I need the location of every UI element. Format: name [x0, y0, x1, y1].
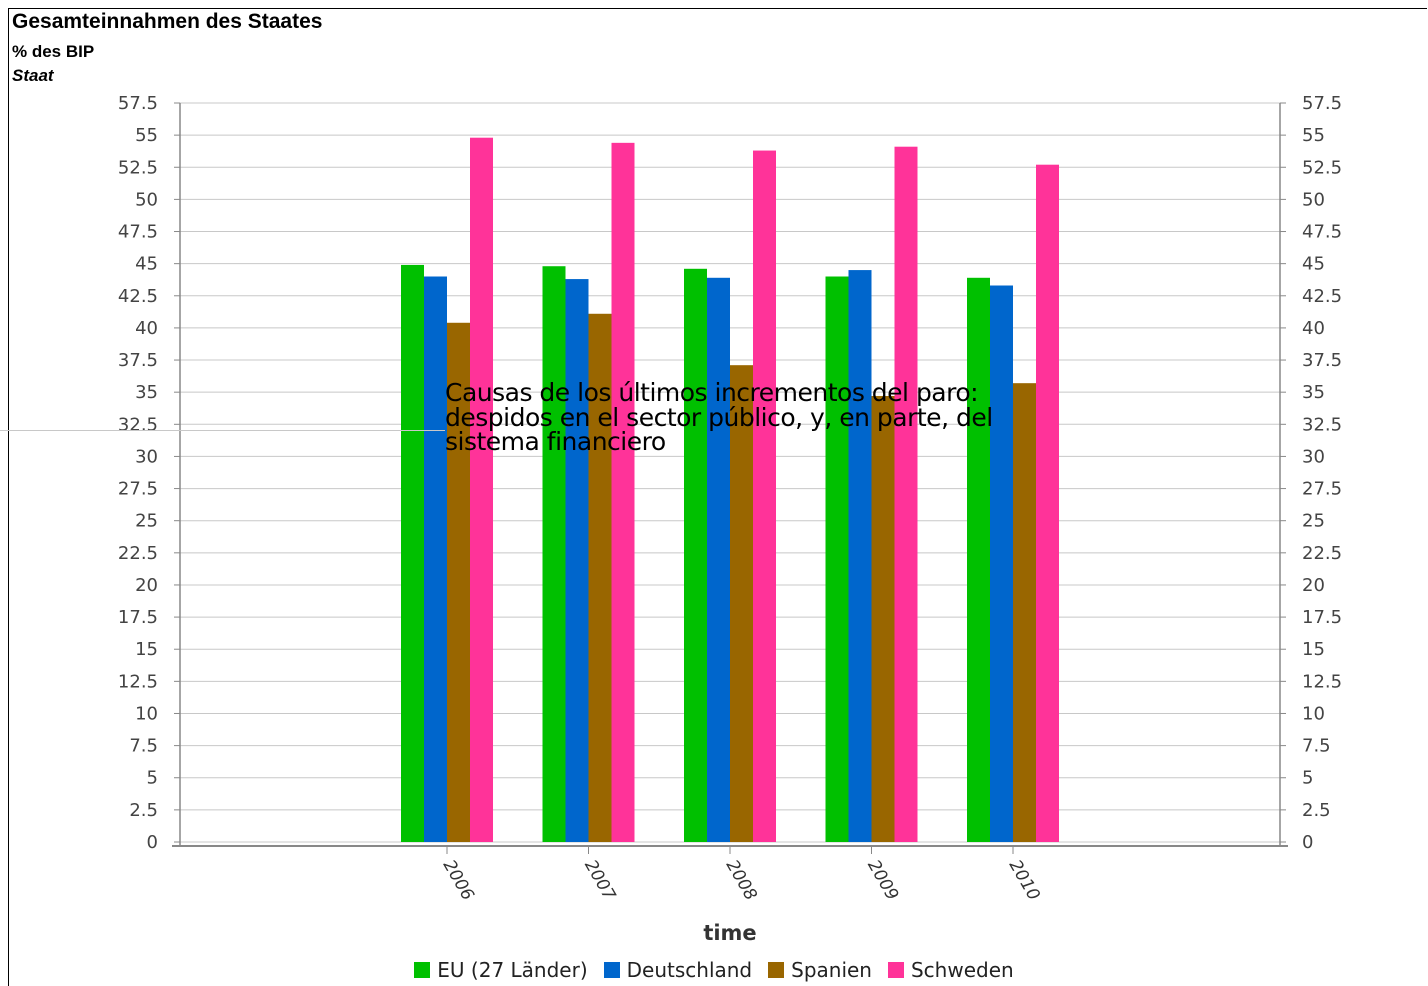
bar	[990, 285, 1013, 842]
y-tick-label-right: 7.5	[1302, 736, 1331, 757]
y-tick-label-right: 57.5	[1302, 93, 1342, 114]
y-tick-label-right: 27.5	[1302, 479, 1342, 500]
x-axis-label: time	[703, 921, 756, 945]
bar	[470, 137, 493, 842]
chart-subtitle: % des BIP	[12, 42, 95, 61]
y-tick-label-right: 22.5	[1302, 543, 1342, 564]
legend-label: EU (27 Länder)	[437, 958, 588, 982]
bars	[401, 137, 1059, 843]
y-tick-label-right: 45	[1302, 254, 1325, 275]
y-tick-label-right: 32.5	[1302, 414, 1342, 435]
legend-label: Spanien	[791, 958, 872, 982]
y-tick-label-left: 27.5	[118, 479, 158, 500]
y-tick-label-left: 47.5	[118, 222, 158, 243]
y-tick-label-left: 25	[135, 511, 158, 532]
legend-swatch	[768, 962, 785, 978]
bar	[1013, 383, 1036, 842]
bar	[684, 268, 707, 842]
y-tick-label-left: 32.5	[118, 414, 158, 435]
chart-frame	[8, 8, 1427, 986]
bar	[730, 365, 753, 842]
y-tick-label-left: 57.5	[118, 93, 158, 114]
y-tick-label-right: 40	[1302, 318, 1325, 339]
legend-item: EU (27 Länder)	[414, 958, 588, 982]
bar	[611, 142, 635, 842]
bar	[871, 396, 895, 842]
x-tick-label: 2010	[1005, 857, 1044, 904]
y-tick-label-left: 12.5	[118, 671, 158, 692]
legend-item: Schweden	[887, 958, 1014, 982]
overlay-note-line: Causas de los últimos incrementos del pa…	[445, 378, 979, 407]
y-tick-label-right: 52.5	[1302, 157, 1342, 178]
bar	[447, 322, 470, 842]
bar	[825, 276, 849, 842]
y-tick-label-left: 22.5	[118, 543, 158, 564]
y-tick-label-left: 37.5	[118, 350, 158, 371]
x-tick-label: 2006	[439, 857, 478, 905]
x-tick-label: 2007	[580, 857, 619, 905]
bar	[848, 270, 872, 842]
bar	[565, 279, 589, 842]
y-tick-label-right: 15	[1302, 639, 1325, 660]
y-tick-label-right: 17.5	[1302, 607, 1342, 628]
bar	[753, 150, 776, 842]
y-tick-label-right: 35	[1302, 382, 1325, 403]
y-tick-label-right: 47.5	[1302, 222, 1342, 243]
legend-item: Spanien	[768, 958, 872, 982]
overlay-note-line: sistema financiero	[445, 427, 666, 456]
y-tick-label-right: 20	[1302, 575, 1325, 596]
y-tick-label-left: 17.5	[118, 607, 158, 628]
y-tick-label-right: 50	[1302, 189, 1325, 210]
bar	[894, 146, 918, 842]
y-tick-label-left: 52.5	[118, 157, 158, 178]
y-tick-label-left: 50	[135, 189, 158, 210]
y-tick-label-right: 30	[1302, 446, 1325, 467]
y-tick-label-left: 40	[135, 318, 158, 339]
y-tick-label-left: 10	[135, 703, 158, 724]
legend-swatch	[603, 962, 620, 978]
chart-title: Gesamteinnahmen des Staates	[12, 10, 323, 33]
legend-item: Deutschland	[603, 958, 753, 982]
x-tick-label: 2009	[863, 857, 902, 904]
legend-label: Schweden	[910, 958, 1014, 982]
y-tick-label-left: 7.5	[129, 736, 158, 757]
y-tick-label-right: 42.5	[1302, 286, 1342, 307]
y-tick-label-right: 25	[1302, 511, 1325, 532]
bar	[967, 277, 990, 842]
bar	[588, 313, 612, 843]
overlay-divider	[0, 430, 445, 431]
y-tick-label-right: 12.5	[1302, 671, 1342, 692]
y-tick-label-right: 0	[1302, 832, 1313, 853]
chart-unit: Staat	[12, 66, 54, 85]
legend-swatch	[887, 962, 904, 978]
y-tick-label-left: 35	[135, 382, 158, 403]
y-tick-label-left: 30	[135, 446, 158, 467]
y-tick-label-right: 5	[1302, 768, 1313, 789]
y-tick-label-left: 2.5	[129, 800, 158, 821]
bar	[707, 277, 730, 842]
legend-label: Deutschland	[626, 958, 753, 982]
y-tick-label-right: 10	[1302, 703, 1325, 724]
y-tick-label-right: 55	[1302, 125, 1325, 146]
y-tick-label-left: 5	[147, 768, 158, 789]
bar	[401, 264, 424, 842]
y-tick-label-left: 45	[135, 254, 158, 275]
y-tick-label-left: 55	[135, 125, 158, 146]
overlay-note-line: despidos en el sector público, y, en par…	[445, 402, 993, 432]
chart-legend: EU (27 Länder) Deutschland Spanien Schweden	[0, 958, 1428, 982]
bar	[1036, 164, 1059, 842]
bar	[424, 276, 447, 842]
y-tick-label-left: 0	[147, 832, 158, 853]
legend-swatch	[414, 962, 431, 978]
overlay-note: Causas de los últimos incrementos del pa…	[445, 378, 1125, 456]
y-tick-label-right: 2.5	[1302, 800, 1331, 821]
bar	[542, 266, 566, 842]
y-tick-label-left: 20	[135, 575, 158, 596]
y-tick-label-right: 37.5	[1302, 350, 1342, 371]
y-tick-label-left: 42.5	[118, 286, 158, 307]
y-tick-label-left: 15	[135, 639, 158, 660]
x-tick-label: 2008	[722, 857, 761, 905]
